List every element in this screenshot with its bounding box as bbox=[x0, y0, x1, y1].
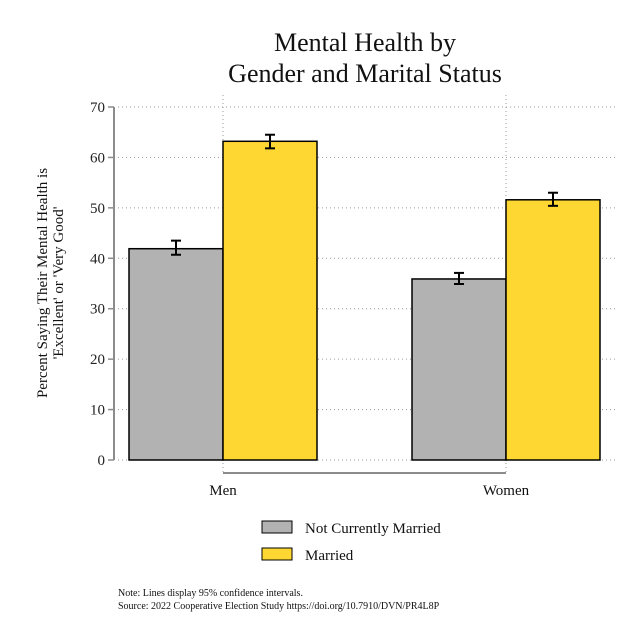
title-line-1: Mental Health by bbox=[274, 28, 456, 57]
legend: Not Currently Married Married bbox=[261, 520, 441, 564]
y-axis-title: Percent Saying Their Mental Health is 'E… bbox=[35, 168, 67, 398]
legend-swatch bbox=[261, 520, 293, 534]
bars bbox=[128, 140, 601, 461]
y-tick-label: 10 bbox=[90, 403, 105, 419]
bar bbox=[222, 140, 318, 461]
error-bars bbox=[171, 133, 558, 286]
y-tick-label: 0 bbox=[98, 453, 106, 469]
y-tick-label: 70 bbox=[90, 100, 105, 116]
x-axis: Men Women bbox=[209, 472, 530, 499]
legend-label: Not Currently Married bbox=[305, 521, 441, 537]
title-line-2: Gender and Marital Status bbox=[228, 59, 502, 88]
y-axis: 0 10 20 30 40 50 60 70 bbox=[90, 100, 115, 469]
y-tick-label: 60 bbox=[90, 150, 105, 166]
legend-label: Married bbox=[305, 548, 354, 564]
chart-title: Mental Health by Gender and Marital Stat… bbox=[228, 28, 502, 88]
y-tick-label: 20 bbox=[90, 352, 105, 368]
y-tick-label: 50 bbox=[90, 201, 105, 217]
y-axis-title-line-2: 'Excellent' or 'Very Good' bbox=[51, 206, 67, 359]
source-text: Source: 2022 Cooperative Election Study … bbox=[118, 601, 440, 612]
legend-swatch bbox=[261, 547, 293, 561]
note-text: Note: Lines display 95% confidence inter… bbox=[118, 588, 303, 599]
y-tick-label: 30 bbox=[90, 302, 105, 318]
bar bbox=[128, 247, 224, 461]
x-tick-label: Men bbox=[209, 483, 237, 499]
x-tick-label: Women bbox=[483, 483, 530, 499]
bar bbox=[505, 199, 601, 461]
y-tick-label: 40 bbox=[90, 251, 105, 267]
bar bbox=[411, 278, 507, 461]
notes: Note: Lines display 95% confidence inter… bbox=[118, 588, 440, 612]
y-axis-title-line-1: Percent Saying Their Mental Health is bbox=[35, 168, 51, 398]
